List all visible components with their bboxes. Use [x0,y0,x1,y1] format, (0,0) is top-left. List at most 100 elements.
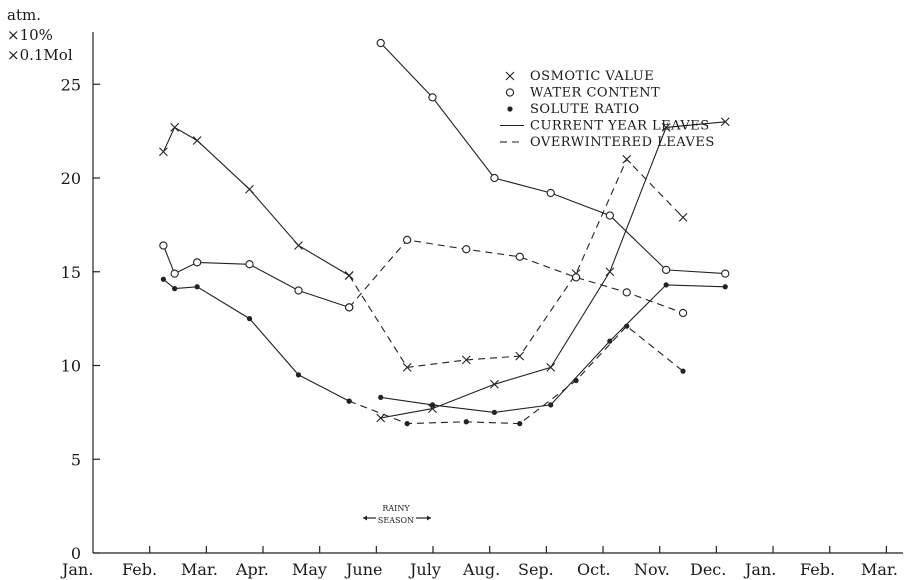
dot-marker [507,106,513,112]
circle-marker [546,188,555,198]
x-marker [245,184,254,194]
series-line [160,276,352,404]
circle-marker [294,286,303,295]
series-line [376,38,730,278]
x-tick-label: May [292,560,327,579]
x-marker [192,136,202,145]
circle-marker [622,288,631,297]
series-line [159,241,354,312]
y-unit-label-line: ×0.1Mol [7,46,73,64]
series-path [348,239,684,314]
circle-marker [721,269,730,278]
x-tick-label: Dec. [690,560,726,579]
x-tick-label: June [344,560,383,579]
x-marker [170,122,180,132]
dot-marker [246,316,253,322]
dot-marker [160,276,166,282]
dot-marker [346,398,352,404]
circle-marker [193,258,202,267]
dot-marker [548,402,554,408]
circle-marker [170,269,179,278]
series-line [376,117,730,423]
dot-marker [624,323,630,329]
dot-marker [463,419,469,425]
x-marker [505,71,515,81]
circle-marker [605,211,614,220]
circle-marker [678,308,688,318]
series-path [380,284,726,413]
x-tick-label: Feb. [800,560,835,579]
circle-marker [490,173,499,183]
circle-marker [403,235,412,245]
dot-marker [491,409,498,415]
series-line [158,122,354,280]
y-axis-ticks: 0 5 10 15 20 25 [61,75,100,563]
y-tick-label: 10 [61,357,81,376]
x-tick-label: Mar. [861,560,898,579]
dot-marker [607,338,613,344]
dot-marker [295,372,302,378]
circle-marker [505,88,515,97]
x-tick-label: Mar. [181,560,218,579]
x-tick-label: Oct. [577,560,611,579]
x-tick-label: July [408,560,441,579]
x-marker [546,362,556,372]
series-layer [158,38,730,427]
circle-marker [515,252,524,261]
x-marker [605,267,615,277]
x-marker [294,241,303,250]
y-tick-label: 20 [61,169,81,188]
x-marker [515,351,525,361]
dot-marker [404,421,410,427]
annotation-line-2: SEASON [378,516,414,525]
y-tick-label: 15 [61,263,81,282]
y-tick-label: 25 [61,75,81,94]
series-line [346,323,686,427]
dot-marker [194,284,200,290]
circle-marker [376,38,385,48]
series-line [378,282,728,415]
legend-label: CURRENT YEAR LEAVES [530,119,710,134]
legend-label: WATER CONTENT [530,86,660,101]
series-path [348,158,684,368]
dot-marker [172,286,178,292]
circle-marker [661,265,671,275]
x-marker [661,122,671,132]
x-tick-label: Aug. [462,560,500,579]
x-tick-label: Sep. [518,560,554,579]
x-tick-label: Apr. [235,560,269,579]
circle-marker [159,241,168,250]
circle-marker [345,303,354,312]
circle-marker [245,260,254,269]
x-axis-ticks: Jan. Feb. Mar. Apr. May June July Aug. Sep. Oct. N… [60,546,898,579]
y-tick-label: 5 [71,450,81,469]
y-unit-label-line: ×10% [7,26,53,44]
dot-marker [663,282,669,288]
x-marker [158,147,168,157]
series-line [344,154,688,372]
circle-marker [428,93,437,102]
dot-marker [680,368,686,374]
legend-label: OSMOTIC VALUE [530,69,654,84]
dot-marker [573,377,579,384]
series-line [345,235,688,318]
x-marker [720,117,730,127]
axes [92,32,903,554]
dot-marker [378,394,384,400]
y-tick-label: 0 [71,544,81,563]
x-tick-label: Feb. [122,560,157,579]
y-unit-label-line: atm. [7,6,41,24]
x-marker [461,355,471,365]
x-marker [344,271,354,280]
x-marker [402,362,412,372]
rainy-season-annotation: RAINY SEASON [363,504,431,525]
dot-marker [722,284,728,290]
annotation-line-1: RAINY [382,504,410,513]
x-marker [490,379,499,389]
series-path [162,126,350,276]
legend-label: SOLUTE RATIO [530,102,640,117]
x-marker [428,404,437,414]
x-tick-label: Nov. [634,560,670,579]
